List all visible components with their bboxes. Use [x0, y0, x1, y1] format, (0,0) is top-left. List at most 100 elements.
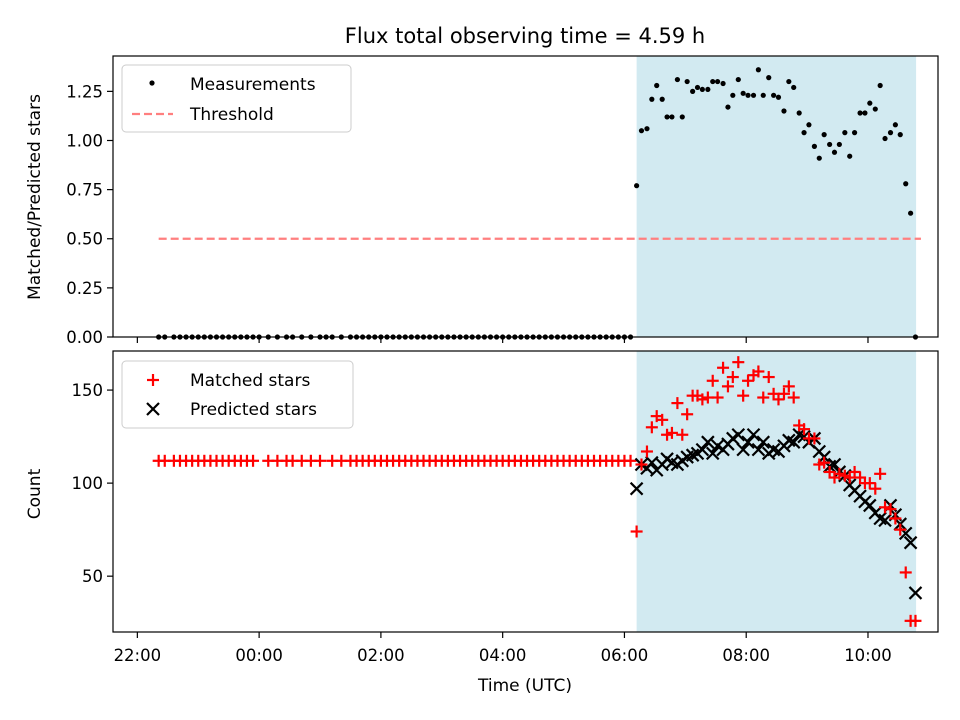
matched-star-point: [314, 454, 327, 467]
bottom-axes-frame: [112, 350, 939, 633]
measurement-point: [674, 76, 681, 83]
top-ytick-label: 1.25: [66, 82, 103, 101]
measurement-point: [720, 80, 726, 87]
matched-star-point: [762, 371, 775, 384]
measurement-point: [857, 110, 863, 116]
measurement-point: [892, 122, 898, 128]
matched-star-point: [863, 477, 876, 490]
bottom-xtick-label: 10:00: [844, 646, 892, 665]
predicted-star-point: [903, 535, 918, 550]
matched-star-point: [706, 374, 719, 387]
matched-star-point: [711, 391, 724, 404]
matched-star-point: [752, 365, 765, 378]
matched-star-point: [665, 426, 678, 439]
matched-star-point: [848, 465, 861, 478]
matched-star-point: [696, 393, 709, 406]
measurement-point: [882, 135, 888, 142]
measurement-point: [690, 88, 696, 94]
matched-star-point: [726, 371, 739, 384]
measurement-point: [836, 141, 842, 148]
measurement-point: [669, 114, 675, 120]
matched-star-point: [676, 428, 689, 441]
top-legend-frame: [121, 64, 352, 133]
matched-star-point: [874, 467, 887, 480]
measurement-point: [816, 155, 822, 161]
measurement-point: [735, 76, 741, 83]
measurement-point: [638, 128, 645, 134]
bottom-ytick-label: 100: [72, 474, 104, 493]
predicted-star-point: [731, 427, 746, 442]
matched-star-point: [737, 389, 750, 402]
measurement-point: [750, 92, 757, 98]
measurement-point: [766, 75, 772, 81]
measurement-point: [664, 114, 670, 120]
matched-star-point: [833, 467, 846, 480]
predicted-star-point: [695, 442, 710, 457]
top-ytick-label: 0.00: [66, 328, 103, 347]
measurement-point: [821, 132, 827, 138]
measurement-point: [760, 92, 766, 98]
measurement-point: [710, 78, 716, 85]
bottom-xtick-label: 00:00: [235, 646, 283, 665]
measurement-point: [811, 143, 818, 149]
measurement-point: [801, 130, 807, 136]
predicted-star-point: [741, 435, 755, 449]
measurement-point: [644, 126, 650, 132]
measurement-point: [827, 141, 833, 148]
predicted-star-point: [736, 442, 750, 457]
measurement-point: [796, 110, 802, 116]
legend-measurements-label: Measurements: [190, 75, 316, 95]
chart-title: Flux total observing time = 4.59 h: [345, 24, 705, 48]
matched-star-point: [671, 397, 684, 410]
matched-star-point: [782, 380, 795, 393]
matched-star-point: [899, 566, 912, 579]
top-ytick-label: 0.75: [66, 181, 103, 200]
matched-star-point: [630, 525, 643, 538]
measurement-point: [705, 86, 711, 93]
legend-measurements-marker: [149, 80, 155, 86]
predicted-star-point: [705, 446, 720, 461]
matched-star-point: [681, 408, 694, 421]
matched-star-point: [742, 374, 755, 387]
matched-star-point: [787, 391, 800, 404]
measurement-point: [842, 130, 848, 136]
predicted-star-point: [701, 435, 715, 449]
matched-star-point: [777, 387, 790, 400]
matched-star-point: [884, 503, 897, 516]
predicted-star-point: [908, 586, 923, 600]
measurement-point: [775, 94, 782, 100]
measurement-point: [654, 82, 660, 89]
bottom-xtick-label: 06:00: [601, 646, 649, 665]
bottom-panel: 50 100 150 22:00 00:00 02:00 04:00 06:00 08:00 10…: [25, 350, 939, 696]
predicted-star-point: [756, 435, 771, 449]
measurement-point: [831, 149, 838, 155]
measurement-point: [781, 108, 787, 114]
measurement-point: [755, 67, 761, 73]
predicted-star-point: [746, 427, 761, 442]
top-ytick-label: 1.00: [66, 131, 103, 150]
measurement-point: [786, 78, 792, 85]
matched-star-point: [717, 361, 730, 374]
top-axes-frame: [112, 55, 939, 338]
matched-star-point: [818, 456, 831, 469]
measurement-point: [634, 183, 640, 189]
bottom-ytick-label: 150: [72, 381, 104, 400]
matched-star-point: [635, 458, 648, 471]
measurement-point: [851, 130, 858, 136]
predicted-star-point: [878, 513, 892, 528]
bottom-legend: Matched stars Predicted stars: [121, 360, 354, 429]
measurement-point: [679, 114, 685, 120]
measurement-point: [903, 181, 909, 187]
bottom-ytick-label: 50: [82, 567, 103, 586]
matched-star-point: [247, 454, 260, 467]
matched-star-point: [721, 380, 734, 393]
measurement-point: [745, 92, 751, 98]
measurement-point: [872, 106, 878, 112]
measurement-point: [714, 78, 721, 85]
bottom-series: [152, 356, 923, 627]
legend-matched-label: Matched stars: [190, 371, 310, 391]
predicted-star-point: [751, 442, 766, 457]
matched-star-point: [656, 413, 669, 426]
top-ylabel: Matched/Predicted stars: [25, 94, 45, 300]
